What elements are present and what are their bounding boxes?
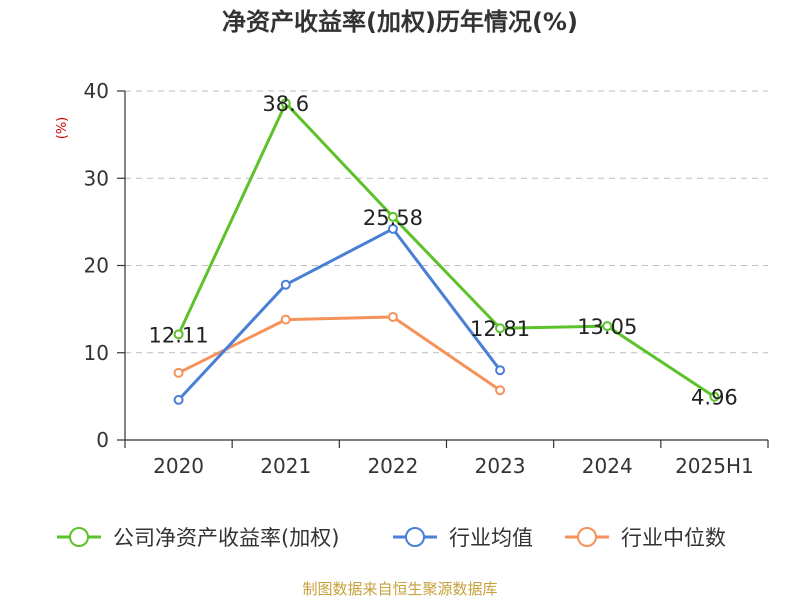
x-tick-label: 2020 [153,454,204,478]
axes: 0 10 20 30 40 2020 2021 2022 2023 2024 2025H1 [84,79,769,478]
data-point [387,223,398,234]
data-point [602,321,613,332]
legend-label: 公司净资产收益率(加权) [113,526,339,550]
data-label: 12.11 [149,323,209,347]
legend-swatch-marker [577,527,597,547]
x-tick-label: 2024 [582,454,633,478]
x-tick-label: 2021 [260,454,311,478]
data-label: 25.58 [363,206,423,230]
data-label: 12.81 [470,317,530,341]
data-point [709,391,720,402]
data-point [280,98,291,109]
data-point [280,279,291,290]
legend-swatch-marker [69,527,89,547]
legend-label: 行业中位数 [621,526,726,550]
data-point [387,311,398,322]
x-tick-label: 2022 [367,454,418,478]
data-point [280,314,291,325]
source-note: 制图数据来自恒生聚源数据库 [302,580,497,598]
data-point [173,394,184,405]
y-tick-label: 10 [84,341,109,365]
data-point [173,367,184,378]
data-point [495,365,506,376]
data-label: 38.6 [262,92,309,116]
data-point [495,323,506,334]
data-point [387,211,398,222]
y-tick-label: 20 [84,254,109,278]
series-line [177,101,716,398]
y-tick-label: 0 [96,428,109,452]
legend-label: 行业均值 [449,526,533,550]
data-point [173,329,184,340]
legend-swatch-marker [405,527,425,547]
series-line [177,315,501,392]
legend-item: 行业中位数 [565,526,726,550]
x-tick-label: 2025H1 [675,454,754,478]
chart-title: 净资产收益率(加权)历年情况(%) [222,8,578,36]
data-label: 13.05 [577,315,637,339]
legend-item: 公司净资产收益率(加权) [57,526,339,550]
legend: 公司净资产收益率(加权) 行业均值 行业中位数 [57,526,726,550]
legend-item: 行业均值 [393,526,533,550]
y-axis-unit-label: (%) [55,117,70,140]
y-tick-label: 30 [84,166,109,190]
data-label: 4.96 [691,386,738,410]
grid-lines [125,90,768,354]
series-lines [173,98,720,405]
y-tick-label: 40 [84,79,109,103]
x-tick-label: 2023 [475,454,526,478]
series-line [177,227,502,401]
data-point [495,385,506,396]
data-labels: 12.11 38.6 25.58 12.81 13.05 4.96 [149,92,738,410]
